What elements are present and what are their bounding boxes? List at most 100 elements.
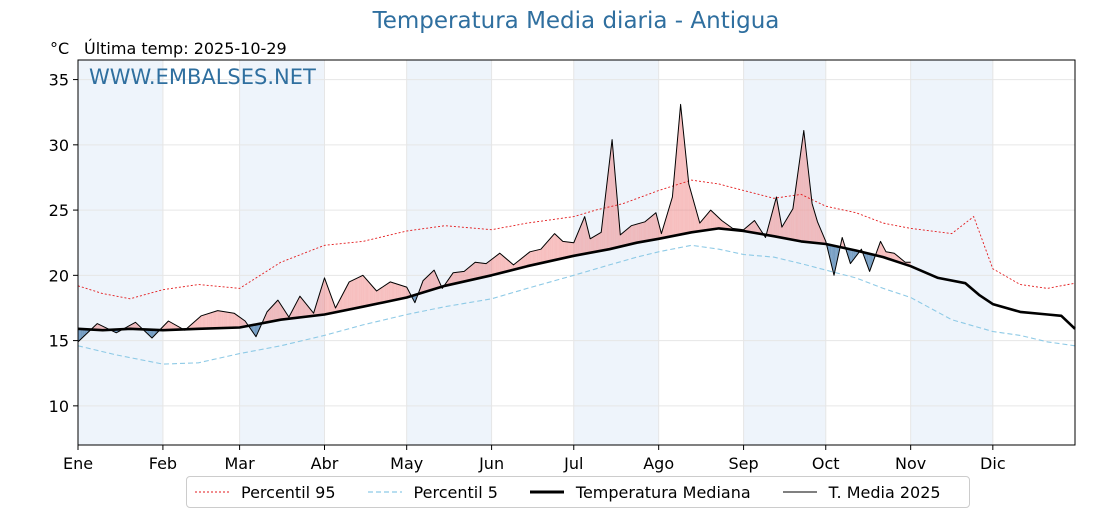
fill-above-median (877, 245, 880, 257)
fill-above-median (235, 314, 237, 328)
watermark: WWW.EMBALSES.NET (89, 65, 316, 89)
fill-above-median (592, 236, 595, 253)
fill-above-median (539, 249, 541, 264)
fill-above-median (361, 275, 363, 307)
fill-above-median (525, 254, 528, 267)
fill-above-median (690, 188, 692, 233)
fill-above-median (565, 241, 567, 258)
fill-above-median (617, 203, 619, 248)
fill-above-median (881, 244, 884, 258)
fill-above-median (327, 285, 329, 314)
fill-above-median (787, 215, 789, 240)
fill-above-median (802, 130, 804, 242)
fill-above-median (466, 267, 469, 281)
fill-above-median (490, 259, 492, 276)
fill-above-median (477, 262, 480, 279)
fill-above-median (805, 142, 807, 242)
fill-above-median (590, 237, 592, 253)
fill-above-median (195, 319, 198, 329)
fill-above-median (538, 249, 540, 264)
fill-above-median (566, 241, 569, 258)
fill-above-median (508, 260, 510, 272)
fill-below-median (836, 246, 839, 263)
fill-above-median (553, 233, 555, 261)
fill-above-median (649, 217, 651, 241)
fill-above-median (639, 223, 641, 243)
fill-above-median (498, 253, 500, 274)
fill-above-median (239, 317, 241, 328)
fill-above-median (514, 262, 517, 270)
fill-above-median (650, 216, 652, 241)
fill-above-median (573, 239, 576, 256)
fill-above-median (695, 208, 698, 232)
fill-above-median (561, 240, 563, 259)
fill-above-median (892, 252, 895, 261)
fill-above-median (713, 212, 715, 230)
fill-above-median (701, 219, 703, 231)
fill-above-median (810, 191, 813, 243)
fill-above-median (468, 266, 470, 281)
fill-above-median (438, 279, 440, 288)
fill-above-median (451, 272, 454, 285)
fill-below-median (254, 324, 257, 337)
legend-swatch-2025 (782, 491, 817, 493)
fill-above-median (231, 312, 233, 328)
fill-above-median (809, 179, 811, 243)
fill-above-median (375, 289, 377, 305)
fill-above-median (692, 198, 695, 233)
fill-above-median (625, 229, 628, 246)
fill-above-median (643, 221, 645, 242)
fill-below-median (80, 328, 83, 340)
fill-above-median (486, 262, 488, 277)
fill-above-median (572, 242, 574, 257)
fill-above-median (501, 254, 503, 273)
fill-above-median (812, 203, 814, 243)
fill-above-median (283, 308, 285, 320)
fill-above-median (806, 154, 808, 243)
fill-above-median (480, 262, 483, 278)
x-tick-label: Dic (980, 454, 1006, 473)
fill-above-median (491, 258, 493, 276)
fill-above-median (629, 225, 632, 245)
fill-above-median (199, 315, 202, 329)
fill-above-median (597, 233, 599, 252)
fill-above-median (586, 222, 588, 254)
fill-above-median (465, 269, 467, 282)
fill-below-median (82, 329, 84, 338)
fill-above-median (328, 289, 330, 314)
fill-above-median (324, 277, 326, 315)
fill-above-median (598, 233, 600, 252)
fill-above-median (455, 272, 458, 284)
fill-above-median (349, 281, 351, 310)
fill-above-median (408, 289, 410, 298)
fill-above-median (209, 312, 211, 329)
fill-above-median (669, 201, 671, 237)
fill-above-median (135, 322, 137, 330)
fill-above-median (577, 229, 580, 256)
fill-above-median (360, 275, 362, 308)
fill-above-median (807, 167, 810, 243)
fill-above-median (540, 247, 543, 264)
legend-label-p95: Percentil 95 (241, 482, 336, 502)
fill-above-median (718, 217, 721, 229)
fill-above-median (665, 215, 667, 238)
fill-above-median (458, 271, 461, 283)
fill-above-median (308, 306, 310, 317)
fill-above-median (790, 211, 792, 240)
y-tick-label: 10 (49, 397, 69, 416)
fill-above-median (668, 206, 670, 237)
fill-above-median (653, 213, 655, 240)
fill-above-median (391, 282, 393, 301)
fill-above-median (399, 284, 402, 299)
fill-above-median (580, 223, 582, 255)
fill-above-median (243, 320, 246, 327)
fill-above-median (543, 244, 546, 263)
fill-above-median (475, 262, 477, 280)
fill-above-median (295, 301, 298, 318)
fill-above-median (353, 279, 355, 309)
fill-above-median (644, 220, 647, 242)
fill-above-median (376, 290, 378, 304)
fill-above-median (506, 259, 509, 272)
y-tick-label: 15 (49, 332, 69, 351)
fill-above-median (461, 271, 463, 283)
